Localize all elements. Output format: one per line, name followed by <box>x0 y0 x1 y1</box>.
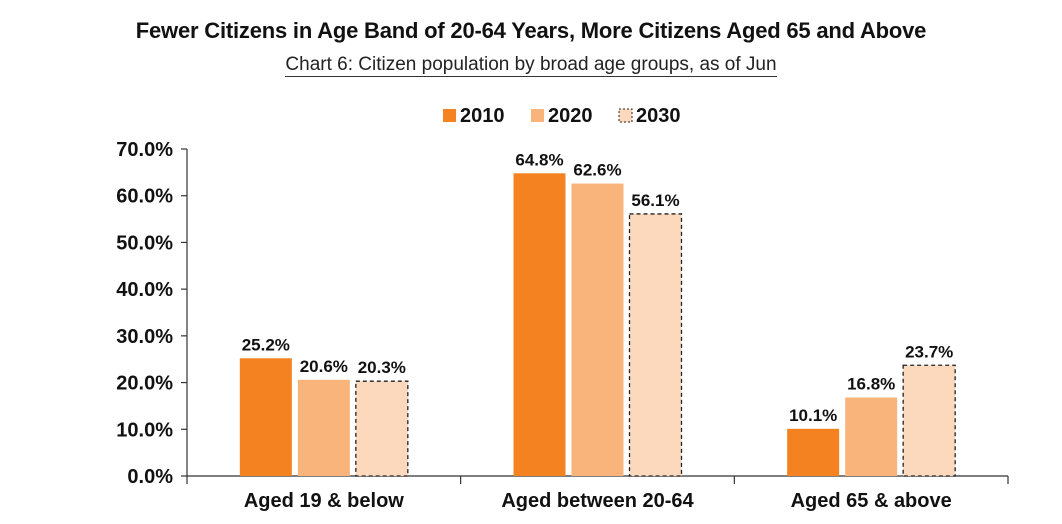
data-label: 25.2% <box>242 335 290 354</box>
bar-2020 <box>297 379 350 476</box>
bar-2020 <box>845 397 898 476</box>
data-label: 20.6% <box>300 357 348 376</box>
legend-label: 2030 <box>636 105 681 127</box>
bar-2010 <box>239 358 292 476</box>
chart-subtitle-text: Chart 6: Citizen population by broad age… <box>285 54 777 77</box>
data-label-group: 25.2% 64.8% 10.1% 20.6% 62.6% 16.8% 20.3% 56.1%… <box>242 150 954 425</box>
data-label: 10.1% <box>789 406 837 425</box>
legend-label: 2020 <box>548 105 593 127</box>
y-tick-label: 30.0% <box>116 326 173 348</box>
data-label: 20.3% <box>358 358 406 377</box>
chart-subtitle: Chart 6: Citizen population by broad age… <box>0 54 1062 77</box>
data-label: 16.8% <box>847 375 895 394</box>
chart-legend: 2010 2020 2030 <box>443 105 681 127</box>
legend-swatch-2020 <box>531 109 544 122</box>
data-label: 62.6% <box>573 161 621 180</box>
data-label: 56.1% <box>631 191 679 210</box>
bar-2010 <box>513 173 566 476</box>
x-category-label: Aged 65 & above <box>791 490 952 512</box>
y-axis: 0.0% 10.0% 20.0% 30.0% 40.0% 50.0% 60.0% 70.0% <box>116 139 188 488</box>
y-tick-label: 10.0% <box>116 419 173 441</box>
y-tick-label: 0.0% <box>127 466 173 488</box>
bar-series-group <box>239 173 956 477</box>
legend-swatch-2030 <box>618 108 633 123</box>
y-tick-label: 70.0% <box>116 139 173 161</box>
y-tick-label: 20.0% <box>116 373 173 395</box>
y-tick-label: 50.0% <box>116 232 173 254</box>
data-label: 23.7% <box>905 342 953 361</box>
bar-2020 <box>571 183 624 476</box>
legend-swatch-2010 <box>443 109 456 122</box>
bar-2030 <box>628 213 683 477</box>
bar-2030 <box>902 364 956 477</box>
legend-label: 2010 <box>460 105 505 127</box>
y-tick-label: 60.0% <box>116 186 173 208</box>
bar-2030 <box>355 380 409 477</box>
x-category-label: Aged between 20-64 <box>501 490 694 512</box>
bar-2010 <box>787 428 840 476</box>
data-label: 64.8% <box>515 150 563 169</box>
x-category-label: Aged 19 & below <box>244 490 404 512</box>
y-tick-label: 40.0% <box>116 279 173 301</box>
chart-title: Fewer Citizens in Age Band of 20-64 Year… <box>135 18 927 43</box>
x-axis: Aged 19 & below Aged between 20-64 Aged 65… <box>186 475 1009 512</box>
